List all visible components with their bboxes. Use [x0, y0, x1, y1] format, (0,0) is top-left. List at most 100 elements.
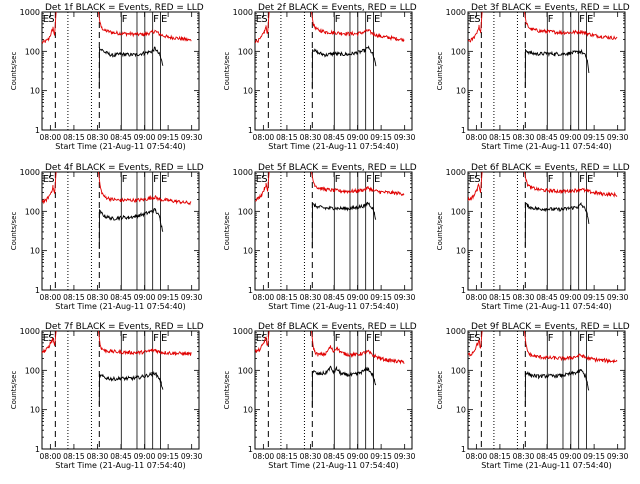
y-axis-label: Counts/sec	[223, 52, 231, 91]
plot-frame	[467, 171, 626, 291]
plot-frame	[254, 171, 413, 291]
plot-frame	[41, 171, 200, 291]
y-tick-label: 100	[238, 366, 253, 375]
flag-label-e: E	[161, 14, 167, 25]
flag-label-e: E	[43, 174, 49, 185]
x-tick-label: 08:45	[536, 452, 558, 461]
x-tick-label: 09:15	[583, 133, 605, 142]
x-tick-label: 09:30	[394, 452, 416, 461]
y-axis-label: Counts/sec	[223, 212, 231, 251]
y-tick-label: 1	[35, 126, 40, 135]
flag-label-e: E	[587, 174, 593, 185]
panel-9: Det 9f BLACK = Events, RED = LLD 1 10 100 10…	[436, 322, 630, 470]
flag-label-f: F	[366, 174, 372, 185]
flag-label-f: F	[153, 333, 159, 344]
flag-label-e: E	[587, 14, 593, 25]
flag-label-f: F	[153, 174, 159, 185]
y-tick-label: 1	[461, 126, 466, 135]
y-tick-label: 100	[451, 366, 466, 375]
series-events-segment-1	[98, 370, 164, 406]
y-tick-label: 1	[35, 286, 40, 295]
x-tick-label: 08:30	[300, 293, 322, 302]
x-tick-label: 09:15	[157, 452, 179, 461]
x-tick-label: 08:00	[253, 293, 275, 302]
x-axis-label: Start Time (21-Aug-11 07:54:40)	[481, 461, 612, 470]
y-tick-label: 1000	[446, 168, 466, 177]
y-tick-label: 1000	[20, 168, 40, 177]
x-tick-label: 09:15	[370, 452, 392, 461]
x-tick-label: 09:15	[583, 452, 605, 461]
x-tick-label: 08:15	[63, 133, 85, 142]
flag-label-e: E	[374, 174, 380, 185]
y-tick-label: 1000	[20, 327, 40, 336]
plot-frame	[254, 330, 413, 450]
y-tick-label: 100	[238, 47, 253, 56]
series-events-segment-1	[524, 202, 590, 247]
x-tick-label: 08:00	[466, 452, 488, 461]
y-tick-label: 1000	[446, 8, 466, 17]
flag-label-s: S	[474, 14, 480, 25]
plot-frame	[467, 11, 626, 131]
flag-label-e: E	[374, 14, 380, 25]
y-tick-label: 1	[248, 286, 253, 295]
series-events-segment-1	[311, 45, 377, 90]
panel-2: Det 2f BLACK = Events, RED = LLD 1 10 100 10…	[223, 3, 417, 151]
y-tick-label: 1000	[20, 8, 40, 17]
flag-label-f: F	[579, 14, 585, 25]
flag-label-e: E	[469, 14, 475, 25]
x-tick-label: 09:15	[157, 133, 179, 142]
panel-5: Det 5f BLACK = Events, RED = LLD 1 10 100 10…	[223, 163, 417, 311]
plot-frame	[254, 11, 413, 131]
x-tick-label: 09:00	[134, 293, 156, 302]
x-axis-label: Start Time (21-Aug-11 07:54:40)	[55, 461, 186, 470]
x-axis-label: Start Time (21-Aug-11 07:54:40)	[481, 302, 612, 311]
x-tick-label: 08:30	[87, 133, 109, 142]
y-tick-label: 100	[25, 207, 40, 216]
x-tick-label: 08:15	[489, 452, 511, 461]
series-lld-segment-1	[42, 12, 57, 44]
y-tick-label: 1000	[233, 168, 253, 177]
x-tick-label: 08:45	[110, 452, 132, 461]
y-tick-label: 10	[30, 406, 40, 415]
flag-label-s: S	[474, 333, 480, 344]
flag-label-e: E	[256, 14, 262, 25]
flag-label-s: S	[48, 174, 54, 185]
x-axis-label: Start Time (21-Aug-11 07:54:40)	[268, 461, 399, 470]
x-tick-label: 08:45	[323, 452, 345, 461]
x-axis-label: Start Time (21-Aug-11 07:54:40)	[268, 302, 399, 311]
x-axis-label: Start Time (21-Aug-11 07:54:40)	[268, 142, 399, 151]
flag-label-f: F	[335, 333, 341, 344]
y-tick-label: 10	[456, 406, 466, 415]
flag-label-f: F	[122, 333, 128, 344]
panel-title: Det 9f BLACK = Events, RED = LLD	[471, 322, 630, 332]
y-axis-label: Counts/sec	[436, 52, 444, 91]
series-lld-segment-2	[311, 172, 405, 197]
y-axis-label: Counts/sec	[436, 212, 444, 251]
series-lld-segment-2	[524, 172, 618, 198]
y-tick-label: 1	[461, 286, 466, 295]
panel-title: Det 7f BLACK = Events, RED = LLD	[45, 322, 204, 332]
y-axis-label: Counts/sec	[10, 52, 18, 91]
flag-label-e: E	[374, 333, 380, 344]
panel-title: Det 6f BLACK = Events, RED = LLD	[471, 163, 630, 173]
flag-label-e: E	[256, 174, 262, 185]
x-tick-label: 08:00	[253, 133, 275, 142]
x-axis-label: Start Time (21-Aug-11 07:54:40)	[481, 142, 612, 151]
series-lld-segment-2	[524, 331, 618, 365]
series-events-segment-1	[98, 46, 164, 89]
series-lld-segment-2	[311, 12, 405, 42]
series-events-segment-1	[311, 201, 377, 249]
y-tick-label: 1	[248, 126, 253, 135]
x-tick-label: 09:30	[181, 452, 203, 461]
x-tick-label: 08:15	[63, 293, 85, 302]
series-lld-segment-1	[468, 12, 483, 43]
flag-label-f: F	[335, 14, 341, 25]
x-tick-label: 08:30	[513, 133, 535, 142]
y-tick-label: 1	[248, 445, 253, 454]
series-events-segment-1	[311, 365, 377, 409]
x-tick-label: 08:45	[110, 133, 132, 142]
y-tick-label: 100	[451, 207, 466, 216]
flag-label-s: S	[261, 174, 267, 185]
flag-label-e: E	[43, 333, 49, 344]
